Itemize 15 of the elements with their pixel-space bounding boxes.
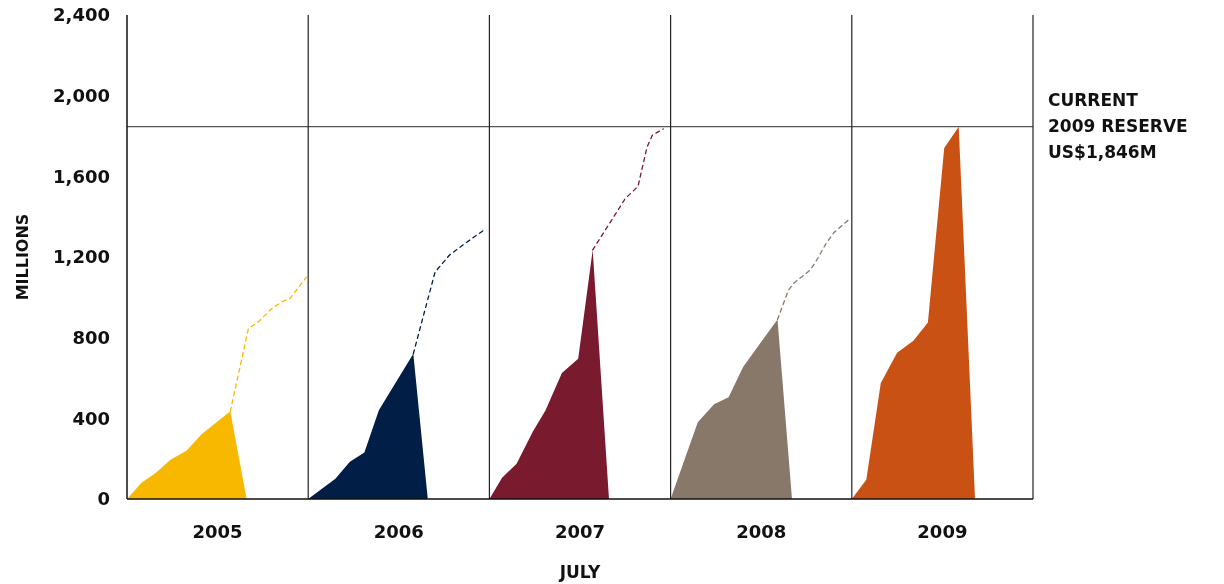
y-tick-label: 2,000: [53, 84, 110, 106]
y-tick-label: 1,200: [53, 246, 110, 268]
y-tick-label: 0: [97, 488, 110, 510]
x-tick-label: 2005: [192, 521, 243, 542]
y-axis-title: MILLIONS: [13, 213, 32, 301]
x-tick-label: 2006: [373, 521, 424, 542]
y-tick-label: 2,400: [53, 4, 110, 26]
ref-line-label: CURRENT 2009 RESERVE US$1,846M: [1048, 89, 1188, 162]
y-tick-label: 400: [72, 407, 110, 429]
x-tick-label: 2007: [554, 521, 606, 542]
y-tick-label: 1,600: [53, 165, 110, 187]
x-axis-title: JULY: [558, 562, 601, 582]
y-tick-label: 800: [72, 326, 110, 348]
x-tick-label: 2008: [736, 521, 787, 542]
x-tick-label: 2009: [917, 521, 968, 542]
